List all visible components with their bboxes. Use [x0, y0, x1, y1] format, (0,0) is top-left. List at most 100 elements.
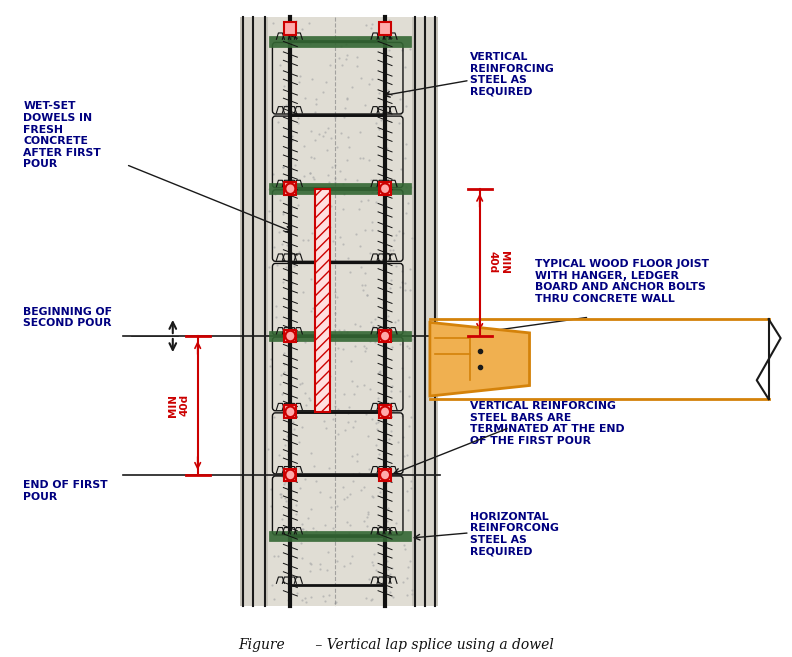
- Point: [372, 88, 385, 99]
- Point: [384, 569, 397, 579]
- Point: [329, 112, 341, 122]
- Point: [371, 424, 383, 434]
- Point: [324, 371, 337, 381]
- Point: [322, 328, 334, 339]
- Point: [319, 126, 332, 137]
- Point: [283, 499, 295, 509]
- Point: [268, 411, 280, 422]
- Point: [394, 107, 407, 118]
- Point: [367, 549, 380, 559]
- Point: [322, 177, 335, 187]
- Point: [401, 450, 413, 461]
- Point: [378, 312, 390, 323]
- Point: [374, 185, 386, 195]
- Point: [276, 256, 289, 266]
- Point: [337, 344, 349, 355]
- Point: [307, 531, 319, 541]
- Point: [384, 412, 397, 422]
- Point: [386, 381, 398, 392]
- Point: [388, 329, 401, 340]
- Point: [398, 451, 410, 461]
- Point: [341, 154, 353, 165]
- Point: [311, 329, 324, 340]
- Point: [358, 470, 371, 480]
- Point: [375, 103, 387, 114]
- Point: [356, 280, 368, 290]
- Point: [307, 174, 320, 185]
- Point: [270, 300, 283, 311]
- Point: [304, 396, 317, 406]
- Point: [393, 118, 406, 128]
- Point: [299, 92, 311, 102]
- Point: [272, 551, 284, 561]
- Text: WET-SET
DOWELS IN
FRESH
CONCRETE
AFTER FIRST
POUR: WET-SET DOWELS IN FRESH CONCRETE AFTER F…: [23, 101, 101, 170]
- Point: [265, 484, 277, 494]
- Point: [262, 443, 275, 454]
- Point: [300, 399, 313, 410]
- Point: [350, 35, 363, 46]
- Point: [279, 476, 291, 487]
- Point: [360, 290, 373, 300]
- Point: [299, 337, 311, 348]
- Point: [287, 261, 300, 271]
- Point: [321, 564, 333, 575]
- Point: [327, 325, 340, 336]
- Point: [367, 320, 379, 330]
- Bar: [422, 17, 428, 606]
- Point: [267, 18, 280, 28]
- Point: [339, 424, 352, 435]
- Point: [374, 365, 386, 376]
- Point: [319, 263, 332, 274]
- Point: [376, 473, 389, 484]
- Point: [351, 52, 364, 62]
- Point: [372, 473, 385, 484]
- Point: [308, 107, 321, 118]
- Point: [268, 242, 280, 252]
- Point: [365, 109, 378, 120]
- Point: [372, 185, 385, 195]
- Point: [399, 544, 412, 555]
- Point: [321, 338, 333, 348]
- Point: [346, 376, 359, 386]
- Point: [318, 416, 330, 426]
- Point: [272, 116, 284, 127]
- Point: [280, 177, 293, 188]
- Point: [368, 522, 381, 532]
- Point: [294, 71, 307, 81]
- Point: [383, 434, 395, 444]
- Point: [283, 578, 295, 588]
- Point: [394, 386, 406, 396]
- Point: [366, 594, 379, 604]
- Point: [310, 94, 322, 104]
- Point: [396, 411, 409, 422]
- Point: [329, 172, 341, 183]
- Point: [320, 325, 333, 335]
- Point: [322, 298, 335, 309]
- Point: [372, 448, 385, 459]
- Point: [298, 532, 310, 542]
- Point: [276, 238, 288, 249]
- Point: [341, 408, 354, 419]
- Point: [363, 464, 375, 474]
- Point: [291, 113, 304, 124]
- Point: [322, 329, 335, 340]
- Point: [294, 463, 307, 473]
- Point: [355, 195, 367, 206]
- Point: [372, 393, 385, 403]
- Point: [297, 524, 310, 534]
- Point: [360, 593, 372, 604]
- Point: [360, 343, 372, 353]
- Point: [350, 61, 363, 72]
- Point: [268, 530, 281, 540]
- Point: [362, 507, 375, 518]
- Point: [284, 535, 297, 546]
- Point: [273, 227, 286, 237]
- Point: [328, 598, 341, 608]
- Point: [337, 112, 350, 122]
- Point: [326, 162, 338, 173]
- Point: [294, 468, 307, 479]
- Point: [364, 336, 376, 346]
- Point: [314, 487, 327, 497]
- Point: [360, 20, 372, 31]
- Point: [310, 99, 323, 110]
